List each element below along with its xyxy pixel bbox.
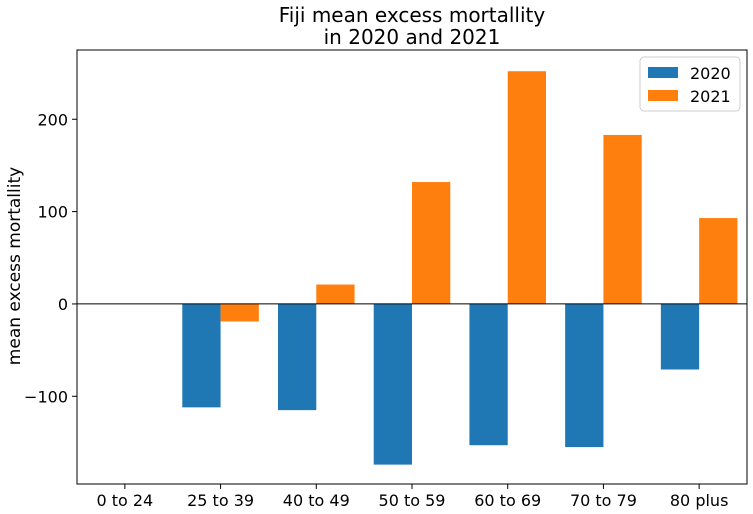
bar-2020-60-to-69 [469, 303, 508, 446]
x-tick-label: 80 plus [670, 491, 729, 510]
y-tick-label: 200 [37, 110, 68, 129]
bars-group [182, 71, 738, 465]
y-tick-label: 0 [58, 295, 68, 314]
y-tick-label: 100 [37, 203, 68, 222]
x-tick-label: 40 to 49 [283, 491, 350, 510]
chart-title-line-1: Fiji mean excess mortallity [279, 3, 546, 27]
bar-2021-80-plus [699, 218, 738, 304]
y-tick-label: −100 [24, 387, 68, 406]
legend-label-2020: 2020 [690, 64, 731, 83]
bar-2020-40-to-49 [278, 303, 317, 411]
y-axis-label: mean excess mortallity [5, 167, 25, 365]
x-tick-label: 60 to 69 [474, 491, 541, 510]
y-axis-ticks: −100 0 100 200 [24, 110, 77, 406]
x-axis-ticks: 0 to 24 25 to 39 40 to 49 50 to 59 60 to 69 7… [96, 484, 728, 510]
bar-2021-70-to-79 [603, 134, 642, 304]
bar-2021-50-to-59 [412, 182, 451, 304]
bar-2020-70-to-79 [565, 303, 604, 448]
bar-2021-40-to-49 [316, 284, 355, 304]
bar-2021-60-to-69 [507, 71, 546, 304]
legend-swatch-2020 [648, 67, 678, 78]
legend-swatch-2021 [648, 90, 678, 101]
x-tick-label: 70 to 79 [570, 491, 637, 510]
bar-2020-25-to-39 [182, 303, 221, 408]
x-tick-label: 50 to 59 [379, 491, 446, 510]
x-tick-label: 25 to 39 [187, 491, 254, 510]
bar-2020-80-plus [660, 303, 700, 370]
bar-2021-25-to-39 [220, 303, 259, 322]
legend: 2020 2021 [639, 56, 741, 112]
x-tick-label: 0 to 24 [96, 491, 153, 510]
bar-2020-50-to-59 [373, 303, 412, 465]
chart-title-line-2: in 2020 and 2021 [324, 25, 501, 49]
legend-label-2021: 2021 [690, 87, 731, 106]
